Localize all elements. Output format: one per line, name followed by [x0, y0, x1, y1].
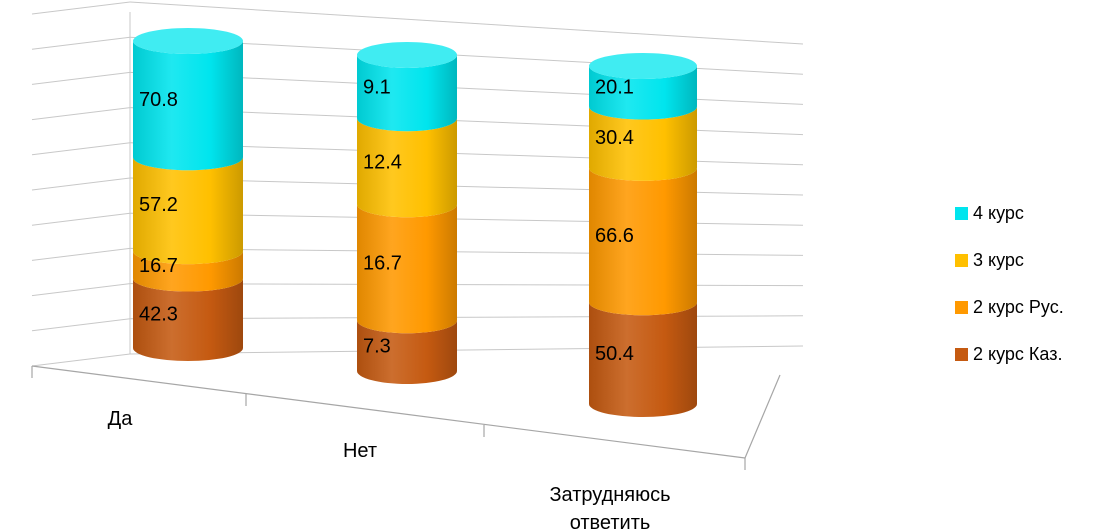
gridline	[129, 1, 804, 45]
floor-edge	[31, 365, 746, 459]
legend-label: 3 курс	[973, 250, 1024, 270]
data-label: 50.4	[595, 343, 634, 365]
data-label: 7.3	[363, 336, 391, 358]
data-label: 20.1	[595, 76, 634, 98]
legend-swatch	[955, 348, 968, 361]
data-label: 30.4	[595, 127, 634, 149]
cylinder-top	[133, 28, 243, 54]
legend-item: 3 курс	[955, 237, 1064, 284]
labels: 42.3 16.7 57.2 70.8 7.3 16.7 12.4 9.1 50.4 66.6 30…	[108, 76, 671, 532]
data-label: 16.7	[363, 252, 402, 274]
bar-segment	[357, 204, 457, 334]
legend: 4 курс 3 курс 2 курс Рус. 2 курс Каз.	[955, 190, 1064, 378]
gridline-side	[31, 247, 131, 261]
bar-segment	[589, 302, 697, 417]
legend-item: 2 курс Рус.	[955, 284, 1064, 331]
bar-segment	[357, 118, 457, 218]
bar-segment	[133, 251, 243, 292]
bar-segment	[133, 41, 243, 171]
legend-label: 2 курс Каз.	[973, 344, 1063, 364]
bar-segment	[589, 106, 697, 181]
category-label: Да	[108, 408, 134, 430]
legend-item: 4 курс	[955, 190, 1064, 237]
data-label: 12.4	[363, 151, 402, 173]
floor-side-edge	[744, 374, 781, 459]
gridline-side	[31, 318, 131, 332]
gridline-side	[31, 1, 131, 15]
legend-swatch	[955, 207, 968, 220]
bar-segment	[589, 167, 697, 316]
cylinder-top	[357, 42, 457, 68]
gridline-side	[31, 177, 131, 191]
gridline-side	[31, 36, 131, 50]
data-label: 57.2	[139, 194, 178, 216]
legend-swatch	[955, 301, 968, 314]
data-label: 66.6	[595, 225, 634, 247]
cylinder-top	[589, 53, 697, 79]
legend-label: 4 курс	[973, 203, 1024, 223]
bar-segment	[589, 66, 697, 120]
data-label: 16.7	[139, 255, 178, 277]
gridline-side	[31, 283, 131, 297]
gridline-side	[31, 353, 131, 367]
bar-segment	[357, 320, 457, 384]
gridline-side	[31, 107, 131, 121]
data-label: 70.8	[139, 89, 178, 111]
gridline-side	[31, 212, 131, 226]
legend-item: 2 курс Каз.	[955, 331, 1064, 378]
cylinders	[133, 28, 697, 417]
gridline-side	[31, 71, 131, 85]
category-label: Затрудняюсь ответить	[549, 484, 670, 532]
bar-segment	[133, 157, 243, 265]
legend-swatch	[955, 254, 968, 267]
bar-segment	[133, 278, 243, 361]
data-label: 9.1	[363, 77, 391, 99]
data-label: 42.3	[139, 303, 178, 325]
legend-label: 2 курс Рус.	[973, 297, 1064, 317]
bar-segment	[357, 55, 457, 132]
category-label: Нет	[343, 440, 377, 462]
gridline-side	[31, 142, 131, 156]
